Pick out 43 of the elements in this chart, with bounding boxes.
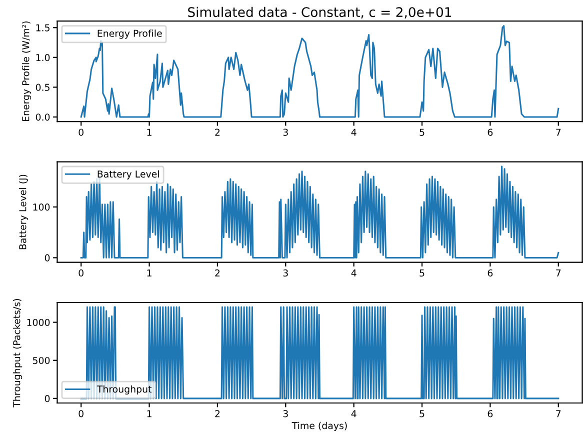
legend-label: Battery Level [98,170,159,180]
line-series [80,25,560,118]
y-tick-label: 0.5 [36,84,50,91]
x-tick-label: 5 [420,128,424,136]
x-tick-label: 4 [351,410,356,418]
line-series [80,166,560,258]
x-tick-label: 0 [78,269,84,277]
legend-label: Energy Profile [98,30,162,39]
x-tick-label: 0 [78,128,84,136]
x-tick-label: 1 [147,270,152,276]
y-tick-label: 1000 [27,318,50,326]
x-tick-label: 6 [488,128,493,136]
x-tick-label: 1 [147,410,152,418]
y-tick-label: 1.0 [36,54,50,62]
x-tick-label: 5 [420,410,424,418]
x-tick-label: 3 [283,128,288,136]
y-tick-label: 100 [33,204,50,211]
x-tick-label: 7 [556,128,561,136]
x-tick-label: 7 [556,410,561,418]
y-axis-title: Energy Profile (W/m²) [22,21,32,122]
x-tick-label: 2 [215,410,220,418]
x-tick-label: 3 [283,410,288,418]
x-tick-label: 5 [420,270,424,277]
x-axis-title: Time (days) [292,422,347,432]
y-tick-label: 1.5 [36,24,50,32]
chart-title: Simulated data - Constant, c = 2,0e+01 [188,6,452,18]
x-tick-label: 6 [488,410,493,418]
x-tick-label: 1 [147,128,152,136]
x-tick-label: 7 [556,270,561,276]
x-tick-label: 0 [78,410,84,418]
y-axis-title: Battery Level (J) [18,174,28,250]
y-tick-label: 500 [32,356,50,364]
y-axis-title: Throughput (Packets/s) [12,298,22,408]
x-tick-label: 4 [351,128,356,136]
x-tick-label: 2 [215,128,220,136]
y-tick-label: 0.0 [36,114,50,121]
legend-label: Throughput [96,385,152,394]
y-tick-label: 0 [44,254,50,262]
x-tick-label: 3 [283,269,288,277]
x-tick-label: 4 [351,270,356,276]
y-tick-label: 0 [44,395,50,402]
x-tick-label: 6 [488,269,493,277]
x-tick-label: 2 [215,269,220,276]
